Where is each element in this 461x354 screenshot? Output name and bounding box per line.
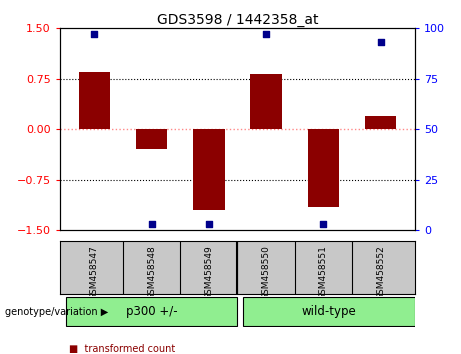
- Text: GSM458548: GSM458548: [147, 245, 156, 300]
- Bar: [243, 297, 415, 326]
- Text: GSM458547: GSM458547: [90, 245, 99, 300]
- Bar: [365, 116, 396, 129]
- Text: GSM458552: GSM458552: [376, 245, 385, 300]
- Bar: [250, 74, 282, 129]
- Title: GDS3598 / 1442358_at: GDS3598 / 1442358_at: [157, 13, 318, 27]
- Text: genotype/variation ▶: genotype/variation ▶: [5, 307, 108, 316]
- Point: [262, 32, 270, 37]
- Point: [377, 40, 384, 45]
- Text: GSM458551: GSM458551: [319, 245, 328, 300]
- Bar: [193, 129, 225, 210]
- Text: GSM458550: GSM458550: [261, 245, 271, 300]
- Text: GSM458549: GSM458549: [204, 245, 213, 300]
- Bar: [65, 297, 237, 326]
- Bar: [307, 129, 339, 206]
- Text: ■  transformed count: ■ transformed count: [69, 344, 175, 354]
- Bar: [78, 72, 110, 129]
- Point: [319, 221, 327, 227]
- Point: [148, 221, 155, 227]
- Point: [205, 221, 213, 227]
- Point: [91, 32, 98, 37]
- Text: wild-type: wild-type: [301, 305, 356, 318]
- Text: p300 +/-: p300 +/-: [126, 305, 177, 318]
- Bar: [136, 129, 167, 149]
